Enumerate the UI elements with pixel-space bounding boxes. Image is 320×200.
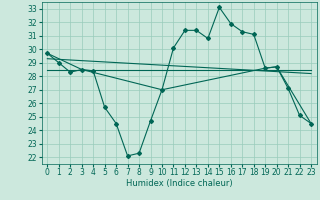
X-axis label: Humidex (Indice chaleur): Humidex (Indice chaleur) — [126, 179, 233, 188]
